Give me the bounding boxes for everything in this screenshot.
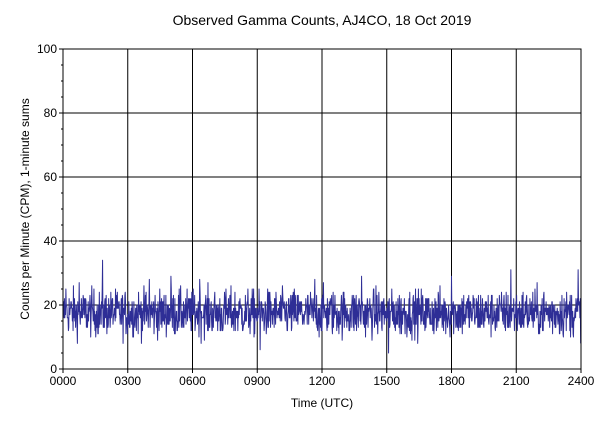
y-tick-label: 0	[50, 362, 57, 376]
x-axis-label: Time (UTC)	[291, 396, 353, 410]
y-tick-label: 100	[37, 42, 57, 56]
y-tick-label: 40	[44, 234, 58, 248]
x-tick-label: 2400	[568, 374, 595, 388]
x-tick-label: 0000	[50, 374, 77, 388]
x-tick-label: 1800	[438, 374, 465, 388]
chart-title: Observed Gamma Counts, AJ4CO, 18 Oct 201…	[173, 12, 472, 28]
x-tick-label: 0900	[244, 374, 271, 388]
y-tick-label: 20	[44, 298, 58, 312]
y-axis-label: Counts per Minute (CPM), 1-minute sums	[18, 98, 32, 319]
x-tick-label: 0300	[114, 374, 141, 388]
y-tick-label: 60	[44, 170, 58, 184]
x-tick-label: 2100	[503, 374, 530, 388]
x-tick-label: 1500	[373, 374, 400, 388]
y-tick-label: 80	[44, 106, 58, 120]
x-axis-ticks: 0000 0300 0600 0900 1200 1500 1800 2100 2400	[50, 369, 595, 388]
series-line-gamma-counts	[62, 259, 582, 354]
series-group	[62, 259, 582, 354]
x-tick-label: 0600	[179, 374, 206, 388]
x-tick-label: 1200	[309, 374, 336, 388]
plot-area	[62, 48, 582, 370]
y-axis-ticks: 0 20 40 60 80 100	[37, 42, 63, 376]
